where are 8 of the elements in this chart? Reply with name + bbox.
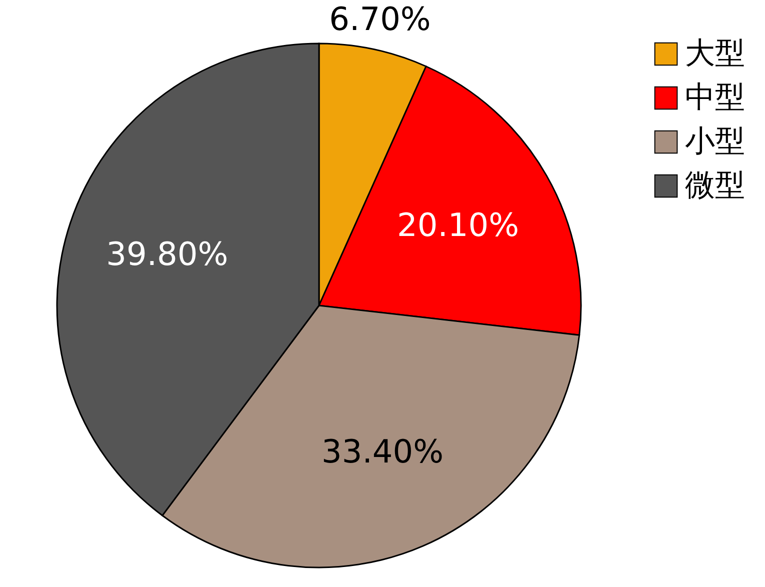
data-label: 39.80% <box>106 235 228 274</box>
data-label: 20.10% <box>396 206 519 244</box>
data-label: 6.70% <box>329 0 431 38</box>
data-label: 33.40% <box>322 432 444 470</box>
legend-label: 中型 <box>685 80 745 115</box>
legend-label: 微型 <box>685 168 745 203</box>
legend-label: 大型 <box>685 36 745 71</box>
legend-label: 小型 <box>685 124 745 159</box>
